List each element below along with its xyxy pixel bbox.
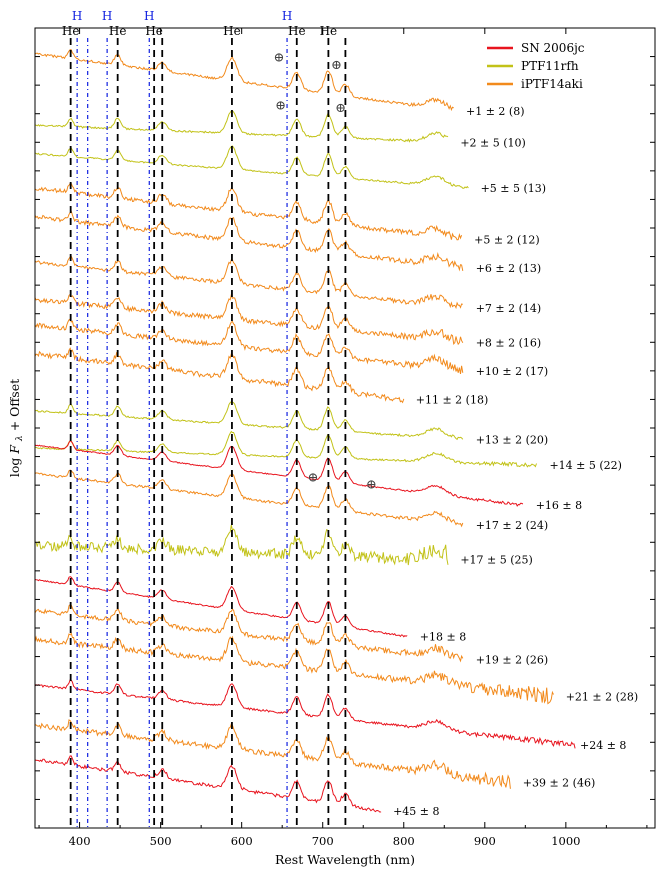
epoch-label: +2 ± 5 (10) (460, 136, 526, 149)
epoch-label: +14 ± 5 (22) (549, 459, 622, 472)
epoch-label: +24 ± 8 (580, 739, 626, 752)
spectrum-line (34, 110, 449, 143)
spectrum-line (34, 524, 449, 566)
legend: SN 2006jc PTF11rfh iPTF14aki (487, 41, 585, 91)
legend-label: iPTF14aki (521, 77, 583, 91)
y-axis-label-sub: λ (15, 435, 25, 442)
epoch-label: +17 ± 5 (25) (460, 553, 533, 566)
spectrum-line (34, 318, 464, 374)
line-marker-label: He (223, 24, 241, 38)
spectrum-line (34, 440, 524, 507)
epoch-label: +6 ± 2 (13) (476, 262, 542, 275)
x-tick-label: 700 (312, 834, 334, 848)
y-axis-label-rest: + Offset (7, 379, 22, 431)
spectrum-line (34, 401, 464, 441)
spectrum-line (34, 347, 405, 404)
epoch-label: +17 ± 2 (24) (476, 519, 549, 532)
telluric-mark: ⊕ (335, 101, 346, 116)
line-marker-label: He (288, 24, 306, 38)
epoch-label: +13 ± 2 (20) (476, 433, 549, 446)
epoch-label: +45 ± 8 (393, 805, 439, 818)
y-axis-label: log F λ + Offset (7, 379, 25, 477)
spectrum-line (34, 210, 464, 272)
x-tick-label: 400 (69, 834, 91, 848)
spectrum-line (34, 182, 463, 241)
x-tick-label: 600 (231, 834, 253, 848)
telluric-mark: ⊕ (331, 58, 342, 73)
line-marker-label: He (62, 24, 80, 38)
spectrum-line (34, 603, 464, 663)
line-marker-label: He (109, 24, 127, 38)
telluric-mark: ⊕ (308, 470, 319, 485)
epoch-label: +5 ± 5 (13) (481, 182, 547, 195)
epoch-label: +8 ± 2 (16) (476, 336, 542, 349)
epoch-label: +1 ± 2 (8) (466, 105, 525, 118)
x-tick-label: 900 (474, 834, 496, 848)
y-axis-label-log: log (7, 458, 22, 478)
epoch-labels-layer: +1 ± 2 (8) +2 ± 5 (10) +5 ± 5 (13) +5 ± 2 (… (393, 105, 638, 818)
spectrum-line (34, 49, 454, 112)
line-marker-label: H (144, 9, 154, 23)
epoch-label: +5 ± 2 (12) (474, 233, 540, 246)
line-marker-label: H (282, 9, 292, 23)
epoch-label: +39 ± 2 (46) (523, 776, 596, 789)
epoch-label: +21 ± 2 (28) (566, 691, 639, 704)
telluric-marks-layer: ⊕ ⊕ ⊕ ⊕ ⊕ ⊕ (273, 50, 376, 492)
spectrum-line (34, 755, 382, 813)
spectrum-line (34, 292, 464, 346)
spectrum-line (35, 430, 537, 468)
epoch-label: +18 ± 8 (420, 631, 466, 644)
epoch-label: +19 ± 2 (26) (476, 653, 549, 666)
epoch-label: +16 ± 8 (536, 499, 582, 512)
spectrum-line (34, 679, 576, 749)
line-marker-label: H (102, 9, 112, 23)
spectrum-line (34, 469, 464, 528)
legend-label: SN 2006jc (521, 41, 585, 55)
x-tick-label: 1000 (551, 834, 580, 848)
telluric-mark: ⊕ (273, 50, 284, 65)
epoch-label: +10 ± 2 (17) (476, 365, 549, 378)
axes-layer: 400 500 600 700 800 900 1000 (35, 28, 655, 848)
spectrum-line (34, 632, 554, 705)
y-axis-label-var: F (7, 444, 22, 455)
line-marker-label: H (72, 9, 82, 23)
legend-label: PTF11rfh (521, 59, 579, 73)
x-axis-label: Rest Wavelength (nm) (275, 852, 415, 867)
x-tick-label: 800 (393, 834, 415, 848)
telluric-mark: ⊕ (366, 477, 377, 492)
spectrum-line (34, 719, 511, 789)
telluric-mark: ⊕ (275, 99, 286, 114)
x-tick-label: 500 (150, 834, 172, 848)
epoch-label: +7 ± 2 (14) (476, 302, 542, 315)
epoch-label: +11 ± 2 (18) (416, 393, 489, 406)
spectrum-line (34, 255, 463, 310)
